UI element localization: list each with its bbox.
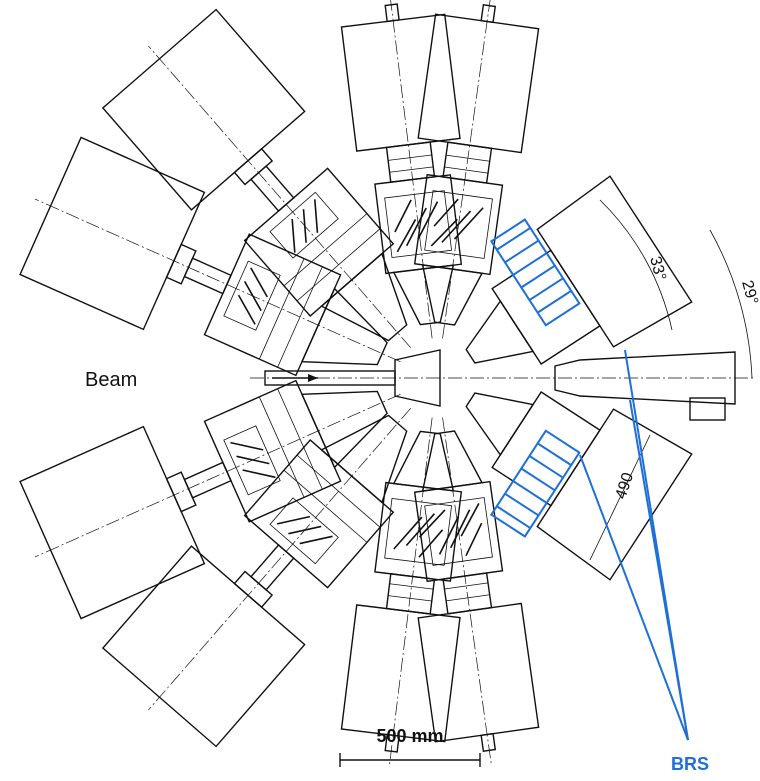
distance-label: 490: [613, 470, 637, 501]
dimension-lines: [272, 199, 753, 767]
module: [390, 0, 544, 347]
brs-label: BRS: [671, 754, 709, 774]
angle-label: 33°: [646, 255, 669, 283]
angle-label: 29°: [738, 279, 760, 307]
beam-label: Beam: [85, 369, 137, 391]
module: [337, 410, 485, 773]
module: [337, 0, 485, 346]
module: [90, 0, 469, 398]
brs-detector: [423, 335, 693, 590]
brs-detector: [423, 166, 693, 421]
module: [90, 358, 469, 761]
scale-label: 500 mm: [376, 726, 443, 746]
beam-pipe: [250, 349, 755, 421]
module: [390, 409, 544, 773]
